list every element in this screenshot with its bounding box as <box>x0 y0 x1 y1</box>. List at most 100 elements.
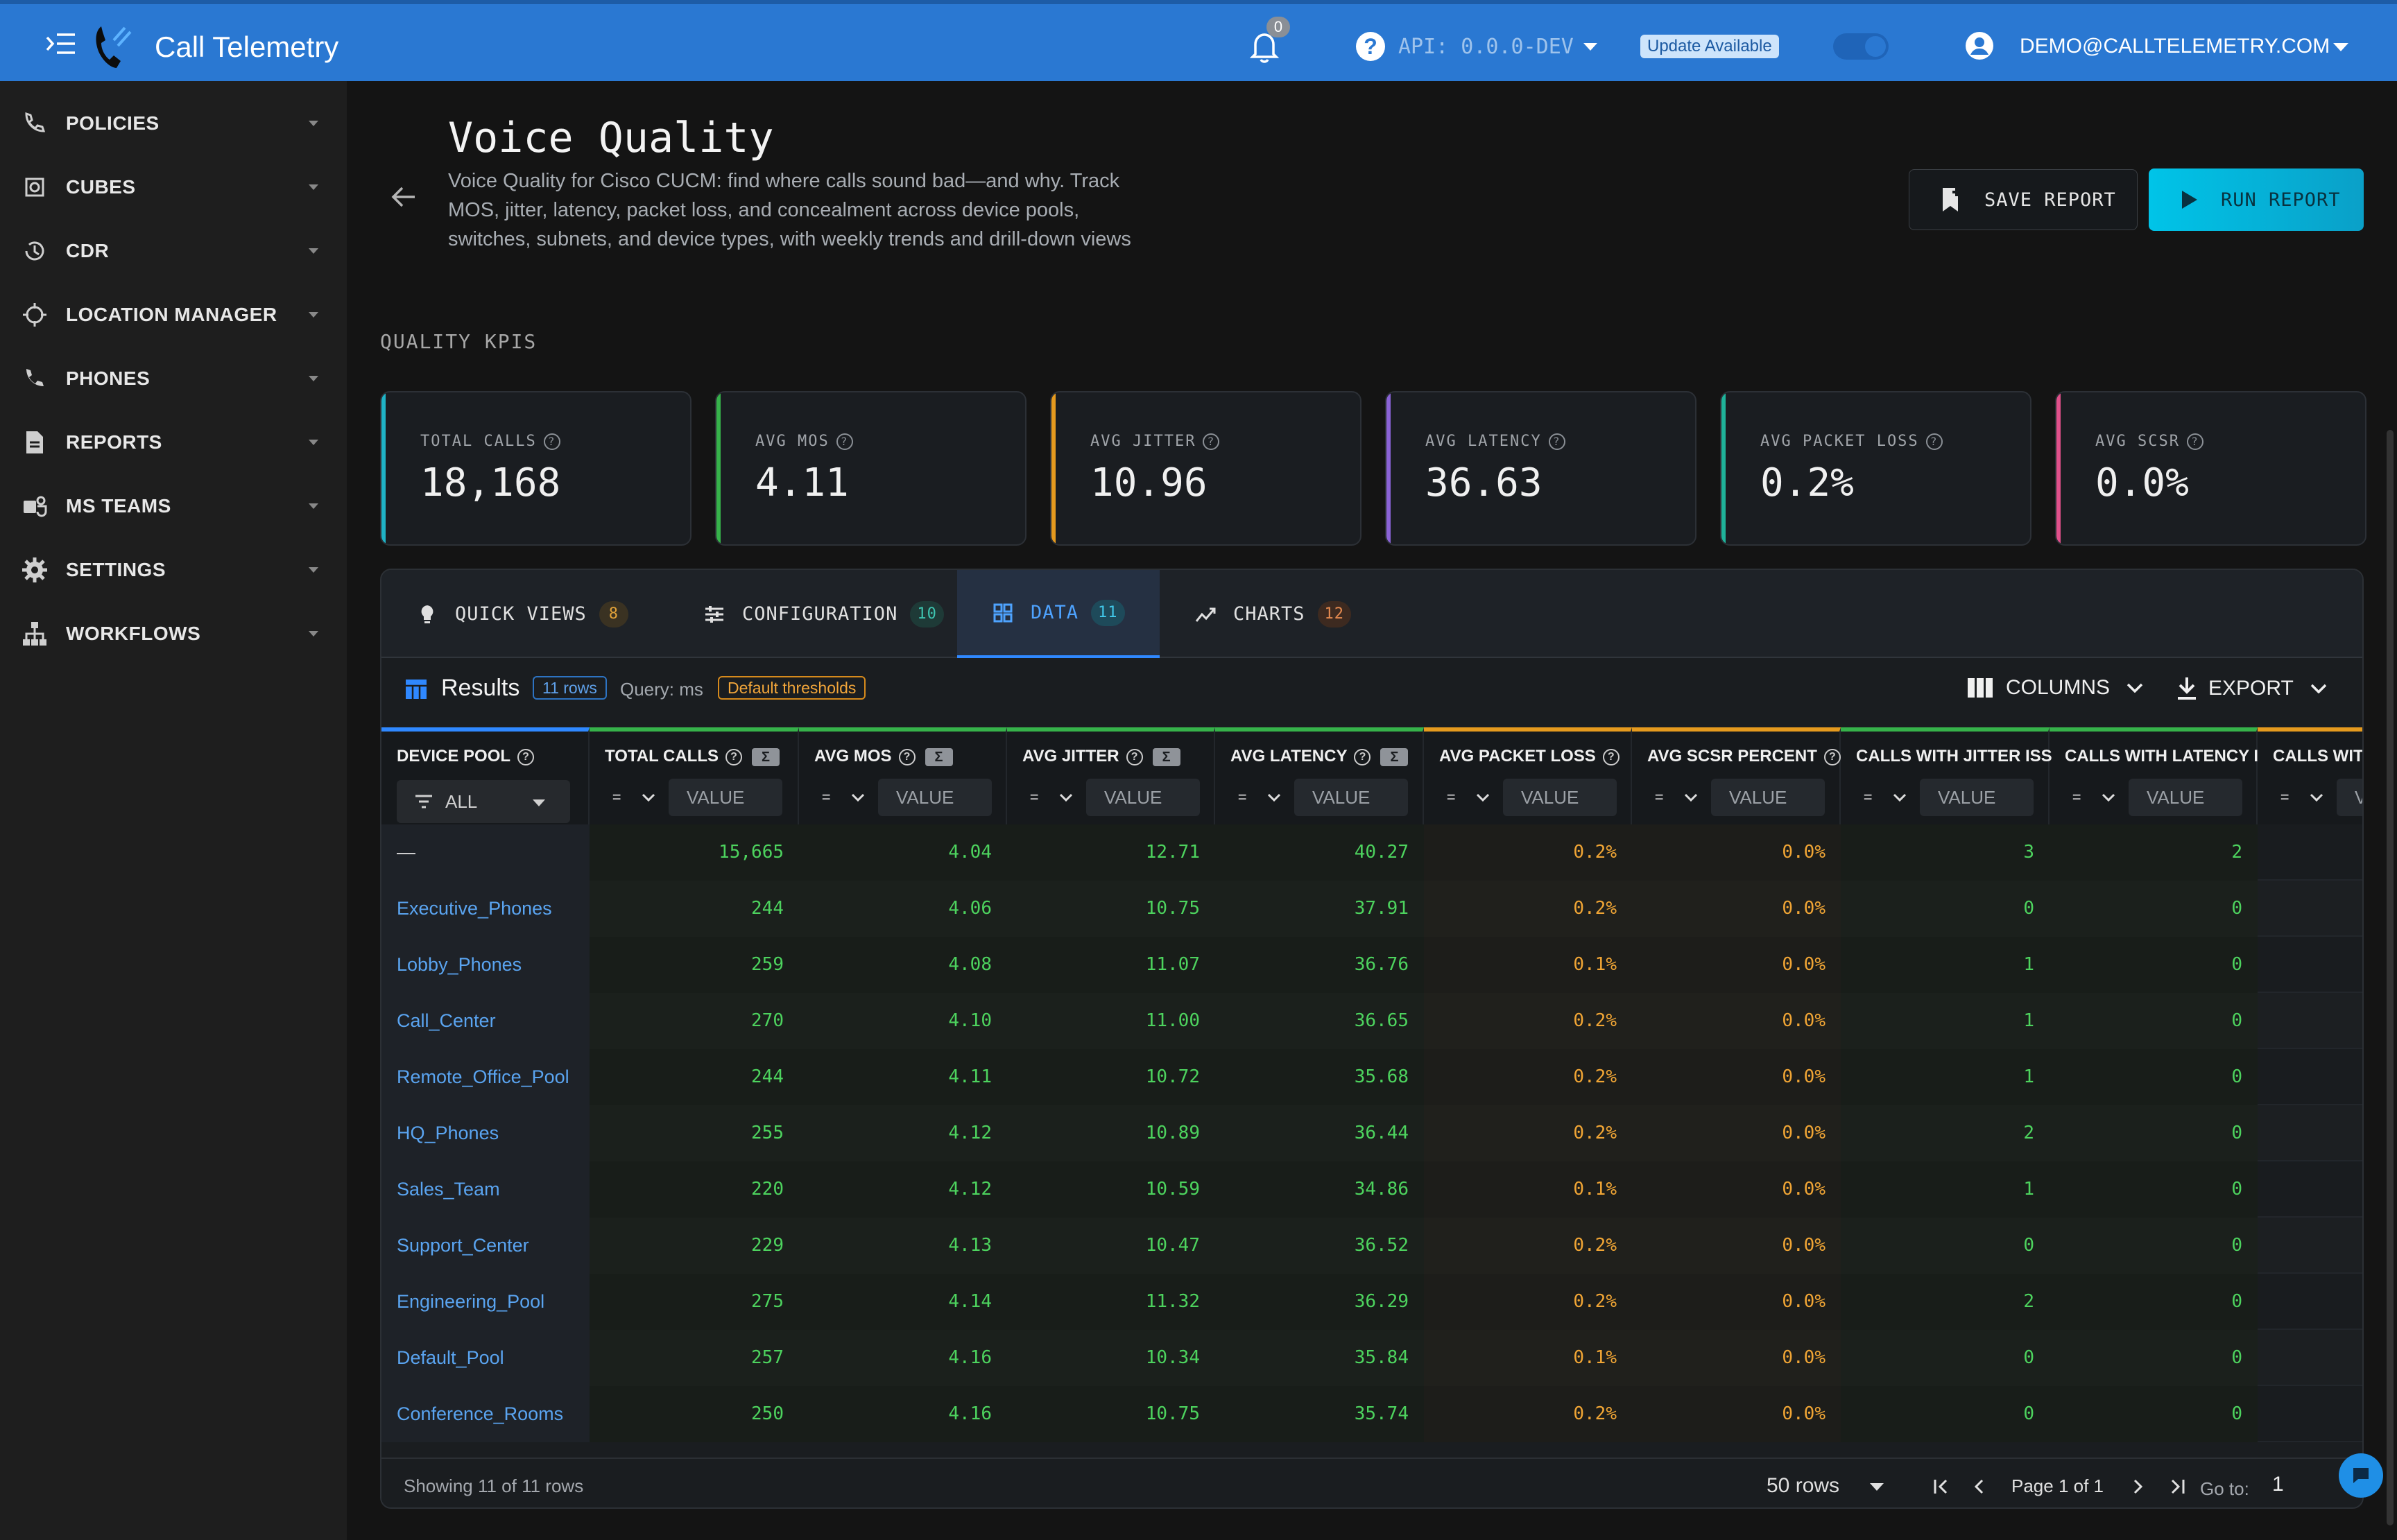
table-row[interactable]: HQ_Phones 255 4.12 10.89 36.44 0.2% 0.0% 2 0 <box>381 1105 2362 1161</box>
column-header[interactable]: TOTAL CALLS? Σ = VALUE <box>590 727 799 824</box>
column-header[interactable]: AVG LATENCY? Σ = VALUE <box>1215 727 1424 824</box>
info-icon[interactable]: ? <box>1203 433 1220 450</box>
table-row[interactable]: —15,665 4.04 12.71 40.27 0.2% 0.0% 3 2 <box>381 824 2362 881</box>
filter-value-input[interactable]: VALUE <box>2337 779 2362 816</box>
sidebar-item-cubes[interactable]: CUBES <box>0 155 347 219</box>
table-row[interactable]: Lobby_Phones 259 4.08 11.07 36.76 0.1% 0.0% 1 0 <box>381 937 2362 993</box>
api-dropdown-caret-icon[interactable] <box>1583 43 1597 51</box>
device-pool-link[interactable]: Conference_Rooms <box>381 1386 590 1442</box>
device-pool-link[interactable]: Default_Pool <box>381 1330 590 1386</box>
table-row[interactable]: Engineering_Pool 275 4.14 11.32 36.29 0.2% 0.0… <box>381 1274 2362 1330</box>
notifications-bell-icon[interactable] <box>1248 29 1280 64</box>
operator-select[interactable]: = <box>1436 779 1500 816</box>
tab-data[interactable]: DATA 11 <box>957 570 1160 658</box>
device-pool-link[interactable]: — <box>381 824 590 881</box>
column-header[interactable]: AVG JITTER? Σ = VALUE <box>1007 727 1215 824</box>
sum-aggregate-icon[interactable]: Σ <box>752 747 780 766</box>
filter-value-input[interactable]: VALUE <box>1920 779 2034 816</box>
column-header[interactable]: AVG PACKET LOSS? = VALUE <box>1424 727 1632 824</box>
save-report-button[interactable]: SAVE REPORT <box>1909 169 2138 230</box>
info-icon[interactable]: ? <box>1925 433 1943 450</box>
operator-select[interactable]: = <box>1020 779 1083 816</box>
rows-per-page-select[interactable]: 50 rows <box>1767 1474 1884 1498</box>
info-icon[interactable]: ? <box>1354 748 1371 765</box>
table-row[interactable]: Support_Center 229 4.13 10.47 36.52 0.2% 0.0% 0… <box>381 1218 2362 1274</box>
table-row[interactable]: Conference_Rooms 250 4.16 10.75 35.74 0.2% 0.0… <box>381 1386 2362 1442</box>
filter-value-input[interactable]: VALUE <box>1711 779 1825 816</box>
operator-select[interactable]: = <box>811 779 875 816</box>
thresholds-badge[interactable]: Default thresholds <box>718 676 866 700</box>
info-icon[interactable]: ? <box>898 748 916 765</box>
table-row[interactable]: Call_Center 270 4.10 11.00 36.65 0.2% 0.0% 1 0 <box>381 993 2362 1049</box>
column-header[interactable]: AVG SCSR PERCENT? = VALUE <box>1632 727 1841 824</box>
info-icon[interactable]: ? <box>1548 433 1565 450</box>
device-pool-link[interactable]: Engineering_Pool <box>381 1274 590 1330</box>
operator-select[interactable]: = <box>1853 779 1917 816</box>
user-avatar-icon[interactable] <box>1964 31 1995 61</box>
info-icon[interactable]: ? <box>725 748 742 765</box>
info-icon[interactable]: ? <box>1823 748 1841 765</box>
operator-select[interactable]: = <box>2062 779 2126 816</box>
dark-mode-toggle[interactable] <box>1833 33 1889 60</box>
column-header[interactable]: AVG MOS? Σ = VALUE <box>799 727 1007 824</box>
user-menu-label[interactable]: DEMO@CALLTELEMETRY.COM <box>2020 35 2330 58</box>
column-header[interactable]: CALLS WITH JITTER ISS = VALUE <box>1841 727 2052 824</box>
user-menu-caret-icon[interactable] <box>2333 43 2348 51</box>
back-arrow-icon[interactable] <box>388 182 419 212</box>
table-row[interactable]: Executive_Phones 244 4.06 10.75 37.91 0.2% 0.0… <box>381 881 2362 937</box>
info-icon[interactable]: ? <box>517 748 535 765</box>
column-header[interactable]: CALLS WITH =VALUE <box>2258 727 2362 824</box>
sidebar-item-phones[interactable]: PHONES <box>0 347 347 410</box>
previous-page-icon[interactable] <box>1973 1478 1986 1495</box>
info-icon[interactable]: ? <box>1602 748 1620 765</box>
info-icon[interactable]: ? <box>836 433 853 450</box>
device-pool-link[interactable]: Lobby_Phones <box>381 937 590 993</box>
api-version-label[interactable]: API: 0.0.0-DEV <box>1398 35 1574 59</box>
update-available-badge[interactable]: Update Available <box>1640 35 1779 58</box>
columns-button[interactable]: COLUMNS <box>1967 676 2143 700</box>
operator-select[interactable]: = <box>2270 779 2334 816</box>
info-icon[interactable]: ? <box>543 433 560 450</box>
device-pool-filter-select[interactable]: ALL <box>397 780 570 823</box>
sidebar-item-workflows[interactable]: WORKFLOWS <box>0 602 347 666</box>
sum-aggregate-icon[interactable]: Σ <box>1152 747 1180 766</box>
help-icon[interactable]: ? <box>1356 32 1385 61</box>
filter-value-input[interactable]: VALUE <box>1503 779 1617 816</box>
table-row[interactable]: Sales_Team 220 4.12 10.59 34.86 0.1% 0.0% 1 0 <box>381 1161 2362 1218</box>
device-pool-link[interactable]: Support_Center <box>381 1218 590 1274</box>
goto-page-input[interactable]: 1 <box>2272 1473 2284 1496</box>
device-pool-link[interactable]: Executive_Phones <box>381 881 590 937</box>
menu-collapse-icon[interactable] <box>46 32 76 55</box>
last-page-icon[interactable] <box>2168 1478 2186 1495</box>
device-pool-link[interactable]: HQ_Phones <box>381 1105 590 1161</box>
filter-value-input[interactable]: VALUE <box>669 779 782 816</box>
run-report-button[interactable]: RUN REPORT <box>2149 168 2364 231</box>
filter-value-input[interactable]: VALUE <box>878 779 992 816</box>
tab-charts[interactable]: CHARTS 12 <box>1160 570 1395 658</box>
sidebar-item-location-manager[interactable]: LOCATION MANAGER <box>0 283 347 347</box>
chat-support-button[interactable] <box>2339 1453 2383 1498</box>
operator-select[interactable]: = <box>602 779 666 816</box>
column-header[interactable]: DEVICE POOL? ALL <box>381 727 590 824</box>
table-row[interactable]: Remote_Office_Pool 244 4.11 10.72 35.68 0.2% 0… <box>381 1049 2362 1105</box>
filter-value-input[interactable]: VALUE <box>1294 779 1408 816</box>
sum-aggregate-icon[interactable]: Σ <box>925 747 953 766</box>
sidebar-item-settings[interactable]: SETTINGS <box>0 538 347 602</box>
device-pool-link[interactable]: Remote_Office_Pool <box>381 1049 590 1105</box>
filter-value-input[interactable]: VALUE <box>1086 779 1200 816</box>
sidebar-item-cdr[interactable]: CDR <box>0 219 347 283</box>
device-pool-link[interactable]: Sales_Team <box>381 1161 590 1218</box>
sum-aggregate-icon[interactable]: Σ <box>1380 747 1409 766</box>
operator-select[interactable]: = <box>1644 779 1708 816</box>
tab-configuration[interactable]: CONFIGURATION 10 <box>673 570 957 658</box>
sidebar-item-reports[interactable]: REPORTS <box>0 410 347 474</box>
page-scrollbar[interactable] <box>2387 430 2394 1525</box>
export-button[interactable]: EXPORT <box>2176 676 2327 701</box>
operator-select[interactable]: = <box>1228 779 1291 816</box>
tab-quick-views[interactable]: QUICK VIEWS 8 <box>381 570 673 658</box>
next-page-icon[interactable] <box>2131 1478 2145 1495</box>
device-pool-link[interactable]: Call_Center <box>381 993 590 1049</box>
column-header[interactable]: CALLS WITH LATENCY I = VALUE <box>2050 727 2258 824</box>
info-icon[interactable]: ? <box>2186 433 2203 450</box>
info-icon[interactable]: ? <box>1126 748 1143 765</box>
